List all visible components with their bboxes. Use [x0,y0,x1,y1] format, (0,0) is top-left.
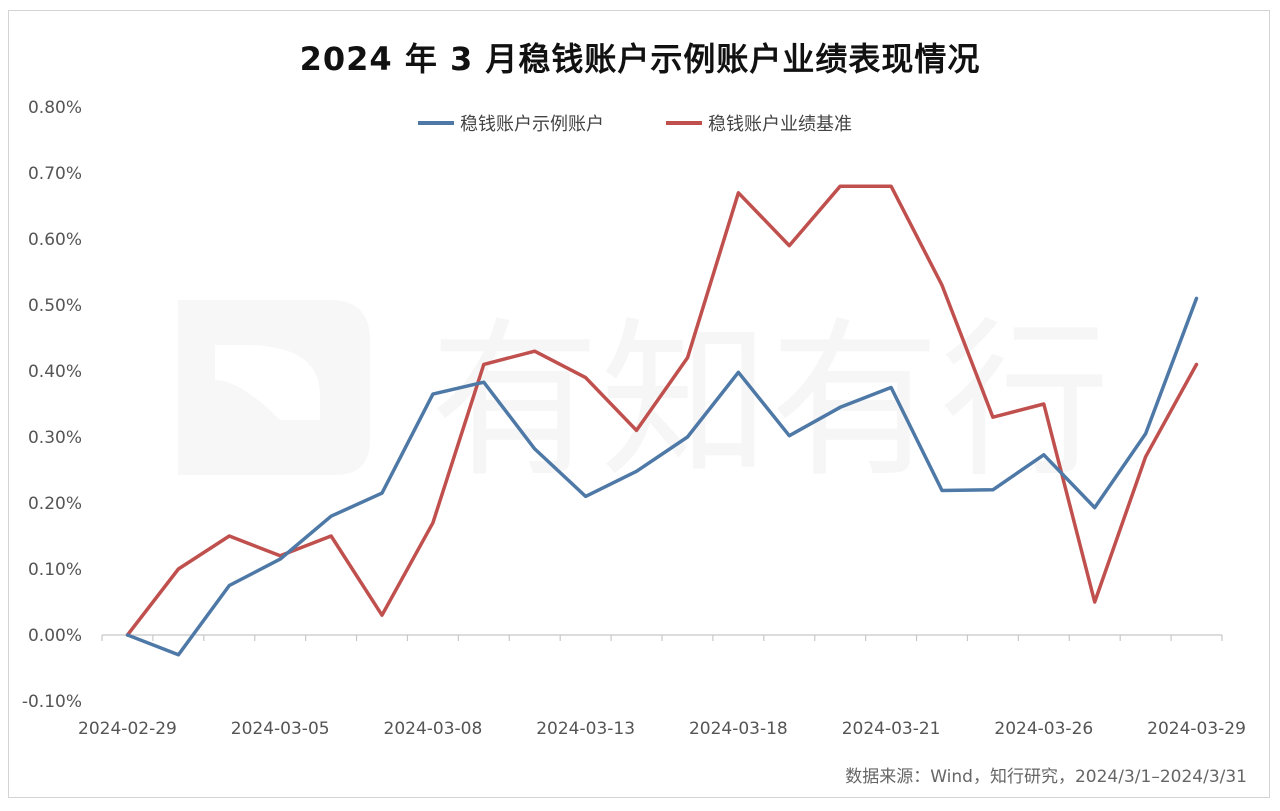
x-tick-label: 2024-03-05 [231,719,330,739]
x-tick-label: 2024-02-29 [78,719,177,739]
y-tick-label: -0.10% [22,692,82,712]
legend-item-account: 稳钱账户示例账户 [418,110,604,136]
series-layer [125,184,1199,657]
x-tick-label: 2024-03-21 [842,719,941,739]
y-axis: -0.10% 0.00% 0.10% 0.20% 0.30% 0.40% 0.50% 0.60… [22,98,82,712]
series-line-0 [125,296,1199,657]
y-tick-label: 0.60% [28,230,82,250]
source-note: 数据来源：Wind，知行研究，2024/3/1–2024/3/31 [845,767,1247,787]
x-tick-label: 2024-03-18 [689,719,788,739]
y-tick-label: 0.10% [28,560,82,580]
y-tick-label: 0.70% [28,164,82,184]
y-tick-label: 0.80% [28,98,82,118]
x-tick-label: 2024-03-08 [384,719,483,739]
y-tick-label: 0.20% [28,494,82,514]
legend-swatch-benchmark [666,121,702,125]
y-tick-label: 0.30% [28,428,82,448]
series-line-1 [125,184,1199,637]
legend-label-account: 稳钱账户示例账户 [460,114,604,135]
x-tick-label: 2024-03-29 [1147,719,1246,739]
legend-label-benchmark: 稳钱账户业绩基准 [708,114,852,135]
y-tick-label: 0.40% [28,362,82,382]
chart-legend: 稳钱账户示例账户 稳钱账户业绩基准 [418,110,914,136]
legend-swatch-account [418,121,454,125]
x-axis: 2024-02-29 2024-03-05 2024-03-08 2024-03-13… [78,634,1246,739]
y-tick-label: 0.50% [28,296,82,316]
x-tick-label: 2024-03-13 [536,719,635,739]
x-tick-label: 2024-03-26 [994,719,1093,739]
chart-frame [8,10,1270,798]
chart-title: 2024 年 3 月稳钱账户示例账户业绩表现情况 [299,40,981,78]
y-tick-label: 0.00% [28,626,82,646]
legend-item-benchmark: 稳钱账户业绩基准 [666,110,852,136]
watermark-logo: 有知有行 [178,300,1110,501]
watermark-text: 有知有行 [430,303,1110,501]
